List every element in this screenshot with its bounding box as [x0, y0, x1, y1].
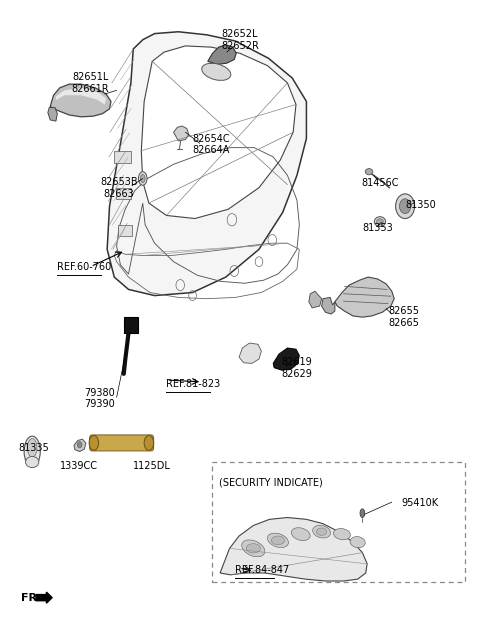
Text: REF.81-823: REF.81-823	[167, 379, 221, 389]
Ellipse shape	[377, 219, 384, 225]
Ellipse shape	[360, 509, 365, 518]
Text: 82653B
82663: 82653B 82663	[100, 177, 138, 198]
Text: 81353: 81353	[362, 223, 393, 233]
Text: 82652L
82652R: 82652L 82652R	[221, 29, 259, 50]
Text: 82619
82629: 82619 82629	[281, 357, 312, 379]
Bar	[212, 462, 466, 582]
Ellipse shape	[291, 527, 310, 541]
Polygon shape	[56, 88, 106, 104]
Polygon shape	[48, 108, 57, 121]
Ellipse shape	[267, 533, 288, 547]
Text: 81456C: 81456C	[361, 178, 399, 188]
Circle shape	[399, 199, 411, 213]
Ellipse shape	[144, 435, 154, 450]
Polygon shape	[141, 46, 296, 218]
Text: 81350: 81350	[405, 200, 436, 210]
Ellipse shape	[246, 544, 261, 553]
FancyBboxPatch shape	[90, 435, 154, 451]
Text: FR.: FR.	[21, 593, 41, 603]
Ellipse shape	[374, 216, 385, 226]
Text: 81335: 81335	[18, 443, 49, 453]
Ellipse shape	[316, 528, 327, 536]
Text: 95410K: 95410K	[401, 498, 438, 508]
Ellipse shape	[334, 529, 350, 540]
Ellipse shape	[24, 436, 40, 467]
Polygon shape	[309, 291, 322, 308]
Ellipse shape	[89, 435, 98, 450]
Polygon shape	[273, 348, 300, 370]
Text: 82655
82665: 82655 82665	[388, 307, 419, 328]
Circle shape	[396, 194, 415, 218]
Ellipse shape	[271, 536, 285, 545]
Polygon shape	[322, 297, 335, 314]
Text: (SECURITY INDICATE): (SECURITY INDICATE)	[219, 477, 323, 488]
Ellipse shape	[138, 172, 147, 185]
Polygon shape	[220, 518, 367, 581]
Bar	[114, 151, 131, 163]
Bar	[116, 188, 131, 199]
Ellipse shape	[350, 537, 365, 548]
Polygon shape	[174, 126, 189, 141]
Polygon shape	[50, 84, 111, 117]
Ellipse shape	[202, 63, 231, 80]
Polygon shape	[335, 277, 394, 317]
Text: 82651L
82661R: 82651L 82661R	[72, 72, 109, 94]
Text: REF.60-760: REF.60-760	[57, 262, 111, 272]
Text: 82654C
82664A: 82654C 82664A	[193, 134, 230, 156]
Polygon shape	[239, 343, 261, 363]
Ellipse shape	[140, 174, 145, 182]
FancyArrow shape	[36, 592, 52, 603]
Polygon shape	[208, 45, 236, 65]
Text: REF.84-847: REF.84-847	[235, 565, 289, 575]
Ellipse shape	[365, 169, 373, 175]
Polygon shape	[74, 439, 86, 452]
Ellipse shape	[242, 540, 265, 557]
Text: 79380
79390: 79380 79390	[84, 388, 115, 409]
Ellipse shape	[312, 526, 331, 538]
Text: 1125DL: 1125DL	[133, 462, 171, 471]
Circle shape	[77, 442, 82, 448]
Text: 1339CC: 1339CC	[60, 462, 98, 471]
Polygon shape	[107, 32, 306, 295]
Ellipse shape	[27, 439, 37, 457]
Bar	[118, 225, 132, 236]
Bar	[124, 317, 138, 333]
Ellipse shape	[25, 457, 39, 468]
